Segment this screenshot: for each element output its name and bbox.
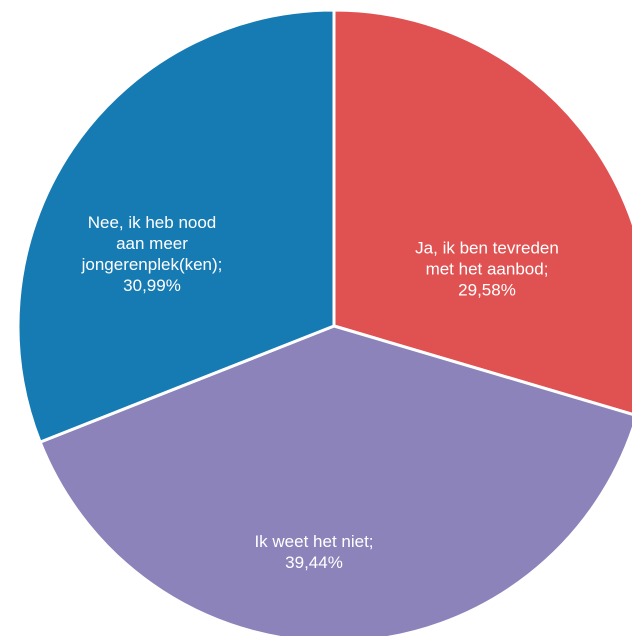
pie-data-label-line: 39,44% — [285, 553, 343, 572]
pie-slice-3 — [16, 8, 336, 444]
pie-data-label-line: aan meer — [116, 234, 188, 253]
pie-data-label-1: Ja, ik ben tevreden met het aanbod; 29,58% — [415, 238, 559, 299]
pie-slices — [16, 8, 632, 636]
pie-data-label-line: Ik weet het niet; — [254, 532, 373, 551]
pie-data-label-line: Ja, ik ben tevreden — [415, 238, 559, 257]
pie-data-label-2: Ik weet het niet; 39,44% — [254, 532, 373, 572]
pie-data-label-line: Nee, ik heb nood — [88, 213, 217, 232]
pie-data-label-line: 30,99% — [123, 276, 181, 295]
pie-data-labels: Ja, ik ben tevreden met het aanbod; 29,58%… — [81, 213, 559, 572]
pie-data-label-line: 29,58% — [458, 280, 516, 299]
pie-data-label-3: Nee, ik heb nood aan meer jongerenplek(ken… — [81, 213, 223, 295]
pie-slice-2 — [38, 324, 632, 636]
pie-data-label-line: met het aanbod; — [426, 259, 549, 278]
pie-data-label-line: jongerenplek(ken); — [81, 255, 223, 274]
pie-slice-1 — [332, 8, 632, 416]
